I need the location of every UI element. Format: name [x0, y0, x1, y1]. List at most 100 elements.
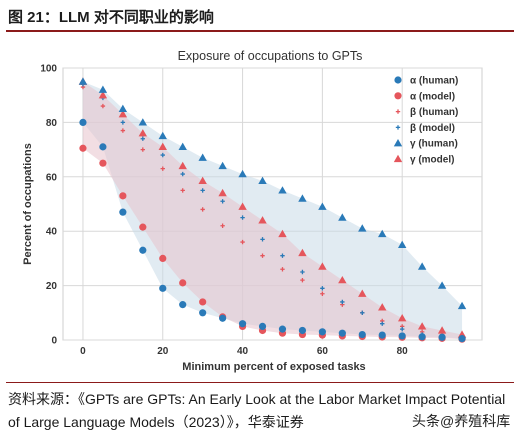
- data-point: [120, 120, 126, 125]
- data-point: [179, 301, 187, 309]
- data-point: [99, 159, 107, 167]
- data-point: [260, 253, 265, 258]
- data-point: [180, 171, 185, 177]
- legend-marker: [393, 139, 403, 147]
- data-point: [140, 147, 146, 152]
- data-point: [200, 188, 205, 193]
- y-tick-label: 40: [46, 227, 58, 238]
- data-point: [160, 166, 165, 171]
- data-point: [98, 85, 108, 93]
- data-point: [140, 136, 146, 141]
- data-point: [219, 314, 227, 322]
- legend-entry: γ (human): [410, 139, 458, 150]
- data-point: [158, 131, 167, 140]
- data-point: [458, 335, 466, 343]
- data-point: [179, 279, 187, 287]
- data-point: [358, 224, 367, 232]
- data-point: [238, 320, 247, 328]
- data-point: [437, 326, 447, 334]
- data-point: [378, 303, 387, 311]
- figure-title: 图 21：LLM 对不同职业的影响: [8, 9, 214, 26]
- data-point: [120, 128, 126, 133]
- data-point: [378, 229, 387, 238]
- x-tick-label: 40: [237, 346, 249, 357]
- data-point: [338, 213, 347, 221]
- data-point: [298, 248, 307, 257]
- data-point: [139, 223, 147, 231]
- data-point: [258, 216, 267, 224]
- data-point: [198, 176, 207, 185]
- y-tick-label: 80: [46, 118, 58, 129]
- data-point: [320, 291, 325, 296]
- data-point: [139, 246, 147, 254]
- data-point: [338, 329, 346, 337]
- data-point: [199, 298, 207, 306]
- data-point: [358, 330, 366, 339]
- legend-marker: [394, 76, 402, 84]
- legend-marker: [394, 92, 402, 100]
- data-point: [119, 208, 127, 216]
- data-point: [238, 202, 247, 210]
- data-point: [118, 110, 128, 118]
- data-point: [138, 118, 148, 126]
- data-point: [417, 262, 427, 270]
- legend-marker: [393, 154, 403, 163]
- data-point: [298, 326, 307, 335]
- data-point: [280, 253, 285, 258]
- data-point: [159, 284, 167, 292]
- data-point: [79, 118, 87, 126]
- data-point: [160, 152, 165, 158]
- data-point: [280, 267, 285, 272]
- data-point: [119, 192, 127, 200]
- data-point: [200, 207, 205, 212]
- data-point: [238, 169, 247, 178]
- model-band: [82, 81, 463, 340]
- data-point: [340, 299, 345, 305]
- x-tick-label: 0: [80, 346, 86, 357]
- data-point: [240, 215, 245, 220]
- plot-area: 0 20 40 60 80 100 0 20 40 60 80: [40, 64, 483, 357]
- data-point: [457, 301, 467, 310]
- data-point: [338, 275, 347, 284]
- data-point: [118, 104, 128, 112]
- data-point: [380, 321, 385, 326]
- data-point: [398, 332, 406, 340]
- data-point: [437, 281, 447, 289]
- data-point: [258, 322, 267, 330]
- data-point: [418, 333, 426, 341]
- data-point: [98, 91, 108, 99]
- data-point: [199, 309, 207, 317]
- data-point: [100, 103, 106, 109]
- data-point: [260, 237, 265, 242]
- exposure-chart: Exposure of occupations to GPTs Percent …: [22, 49, 483, 373]
- y-tick-label: 20: [46, 281, 58, 292]
- data-point: [278, 229, 287, 238]
- data-point: [298, 194, 307, 202]
- data-point: [178, 161, 187, 170]
- data-point: [240, 239, 245, 245]
- data-point: [397, 240, 407, 248]
- data-point: [320, 286, 325, 291]
- data-point: [220, 199, 225, 204]
- data-point: [300, 277, 305, 283]
- data-point: [258, 176, 267, 185]
- data-point: [318, 262, 327, 270]
- source-rule: [6, 382, 514, 383]
- x-tick-label: 20: [157, 346, 169, 357]
- data-point: [300, 269, 305, 275]
- data-point: [178, 142, 187, 151]
- y-tick-label: 0: [51, 336, 57, 347]
- data-point: [99, 143, 107, 151]
- y-tick-label: 60: [46, 172, 58, 183]
- data-point: [358, 289, 367, 297]
- data-point: [278, 186, 287, 194]
- data-point: [218, 188, 227, 197]
- chart-title: Exposure of occupations to GPTs: [178, 49, 363, 63]
- data-point: [417, 322, 427, 330]
- y-tick-label: 100: [40, 64, 57, 75]
- data-point: [318, 202, 327, 210]
- data-point: [158, 142, 167, 151]
- data-point: [318, 328, 326, 336]
- data-point: [138, 129, 148, 137]
- x-tick-label: 80: [397, 346, 409, 357]
